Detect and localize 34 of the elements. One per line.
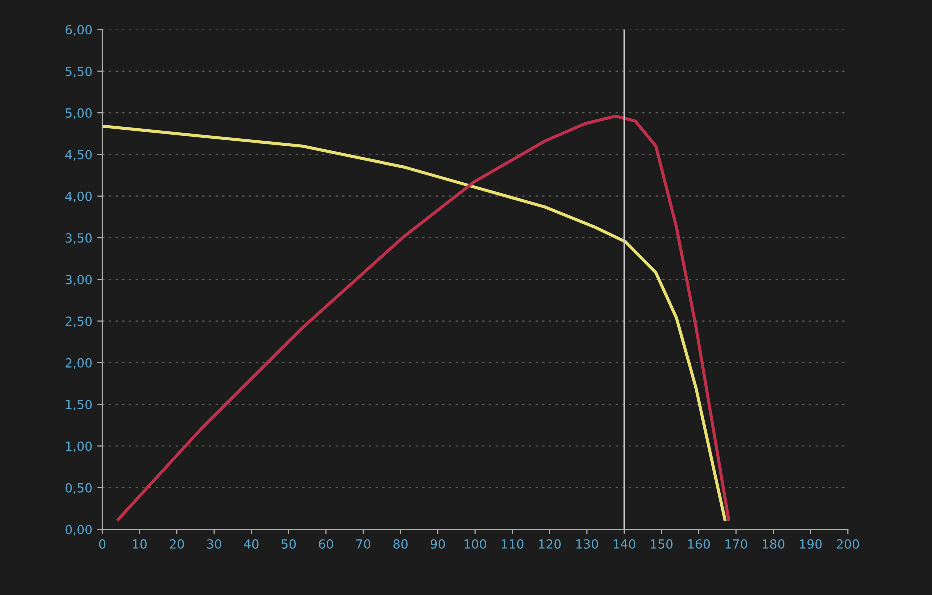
x-tick-label: 40 [244,539,259,549]
x-tick-label: 160 [688,539,710,549]
x-tick-label: 180 [763,539,785,549]
x-tick-label: 50 [282,539,296,549]
y-tick-label: 2,00 [66,358,92,370]
x-tick-label: 140 [614,539,636,549]
y-tick-label: 6,00 [66,25,92,36]
x-tick-label: 30 [207,539,222,549]
y-tick-label: 3,00 [66,275,92,286]
x-tick-label: 10 [133,539,147,549]
x-tick-label: 150 [651,539,673,549]
x-tick-label: 170 [726,539,748,549]
y-tick-label: 3,50 [66,233,92,244]
y-tick-label: 2,50 [66,316,92,328]
y-tick-label: 1,50 [66,400,92,411]
y-tick-label: 5,00 [66,108,92,120]
x-tick-label: 100 [464,539,486,549]
y-tick-label: 4,50 [66,150,92,161]
x-tick-label: 130 [576,539,598,549]
x-tick-label: 200 [837,539,860,549]
x-tick-label: 90 [430,539,446,549]
x-tick-label: 70 [356,539,371,549]
x-tick-label: 190 [800,539,822,549]
x-tick-label: 110 [502,539,524,549]
y-tick-label: 1,00 [66,442,92,452]
x-tick-label: 60 [319,539,334,549]
y-tick-label: 0,50 [66,483,92,494]
x-tick-label: 80 [394,539,408,549]
y-tick-label: 0,00 [66,525,92,536]
x-tick-label: 0 [99,539,106,549]
x-tick-label: 20 [170,539,184,549]
x-tick-label: 120 [539,539,561,549]
y-tick-label: 5,50 [66,66,92,78]
y-tick-label: 4,00 [66,192,92,203]
